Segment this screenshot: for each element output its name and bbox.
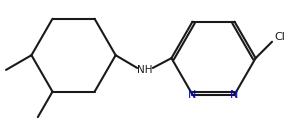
- Text: N: N: [230, 90, 239, 100]
- Text: N: N: [188, 90, 197, 100]
- Text: NH: NH: [137, 65, 153, 75]
- Text: Cl: Cl: [274, 32, 285, 42]
